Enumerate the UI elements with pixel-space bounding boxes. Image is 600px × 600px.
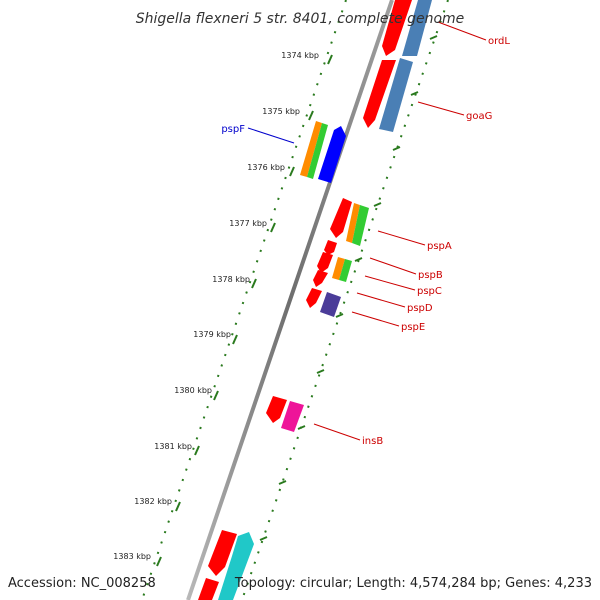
leader-pspE xyxy=(351,311,400,327)
tick-mark xyxy=(259,536,268,541)
gene-labels: ordL goaG pspF pspA pspB pspC pspD pspE … xyxy=(221,36,510,447)
tick-mark xyxy=(156,556,162,567)
gene-label-ordL: ordL xyxy=(488,36,510,47)
gene-arrow-blue xyxy=(318,126,346,183)
tick-label-1383: 1383 kbp xyxy=(113,552,151,561)
gene-label-pspE: pspE xyxy=(401,322,425,333)
gene-label-pspF: pspF xyxy=(221,124,245,135)
tick-label-1374: 1374 kbp xyxy=(281,51,319,60)
tick-mark xyxy=(410,91,419,96)
tick-mark xyxy=(213,390,219,401)
gene-block-orange xyxy=(300,121,322,177)
gene-arrow-red xyxy=(208,530,237,576)
tick-label-1380: 1380 kbp xyxy=(174,386,212,395)
tick-mark xyxy=(327,54,333,65)
tick-group: 1374 kbp 1375 kbp 1376 kbp 1377 kbp 1378… xyxy=(113,35,438,567)
gene-label-insB: insB xyxy=(362,436,383,447)
leader-ordL xyxy=(437,21,487,41)
leader-lines xyxy=(247,21,487,441)
outer-dotted-track xyxy=(141,0,347,600)
gene-arrow-red xyxy=(330,198,352,238)
backbone-line xyxy=(186,0,394,600)
gene-arrow-red xyxy=(306,288,322,308)
gene-label-pspA: pspA xyxy=(427,241,452,252)
tick-mark xyxy=(278,480,287,485)
tick-mark xyxy=(175,501,181,512)
inner-dotted-track xyxy=(241,0,449,600)
tick-mark xyxy=(354,257,363,262)
leader-pspB xyxy=(369,257,417,275)
gene-arrow-red xyxy=(317,252,333,273)
tick-mark xyxy=(373,202,382,207)
tick-label-1375: 1375 kbp xyxy=(262,107,300,116)
leader-pspC xyxy=(364,275,416,291)
tick-mark xyxy=(316,369,325,374)
accession-text: Accession: NC_008258 xyxy=(8,576,156,591)
leader-goaG xyxy=(417,101,465,116)
tick-mark xyxy=(392,146,401,151)
leader-pspD xyxy=(356,292,406,308)
gene-block-orange xyxy=(332,257,345,280)
tick-mark xyxy=(308,110,314,121)
gene-block-purple xyxy=(320,292,341,317)
tick-label-1376: 1376 kbp xyxy=(247,163,285,172)
gene-label-pspC: pspC xyxy=(417,286,442,297)
gene-block-magenta xyxy=(281,401,304,432)
gene-block-orange xyxy=(346,203,360,243)
gene-block-blue xyxy=(402,0,432,56)
tick-label-1377: 1377 kbp xyxy=(229,219,267,228)
leader-insB xyxy=(313,423,361,441)
gene-label-goaG: goaG xyxy=(466,111,492,122)
tick-mark xyxy=(335,313,344,318)
gene-arrow-cyan xyxy=(218,532,254,600)
tick-label-1379: 1379 kbp xyxy=(193,330,231,339)
gene-arrow-red xyxy=(266,396,287,423)
gene-label-pspB: pspB xyxy=(418,270,443,281)
gene-block-green xyxy=(352,205,369,246)
gene-arrow-red xyxy=(324,240,337,255)
tick-mark xyxy=(232,334,238,345)
backbone-group xyxy=(141,0,449,600)
tick-mark xyxy=(297,425,306,430)
tick-mark xyxy=(194,445,200,456)
tick-mark xyxy=(270,222,276,233)
gene-arrow-red xyxy=(313,270,328,287)
map-title: Shigella flexneri 5 str. 8401, complete … xyxy=(136,11,465,27)
leader-pspA xyxy=(377,230,426,246)
gene-arrow-red xyxy=(382,0,412,56)
tick-mark xyxy=(251,278,257,289)
gene-block-green xyxy=(307,123,328,179)
topology-text: Topology: circular; Length: 4,574,284 bp… xyxy=(234,576,592,591)
gene-block-green xyxy=(339,259,352,282)
tick-mark xyxy=(429,35,438,40)
leader-pspF xyxy=(247,127,295,144)
gene-block-blue xyxy=(379,58,413,132)
gene-label-pspD: pspD xyxy=(407,303,433,314)
gene-arrow-red xyxy=(198,578,219,600)
tick-label-1382: 1382 kbp xyxy=(134,497,172,506)
tick-label-1378: 1378 kbp xyxy=(212,275,250,284)
tick-label-1381: 1381 kbp xyxy=(154,442,192,451)
gene-features xyxy=(198,0,432,600)
gene-arrow-red xyxy=(363,60,396,128)
tick-mark xyxy=(289,166,295,177)
